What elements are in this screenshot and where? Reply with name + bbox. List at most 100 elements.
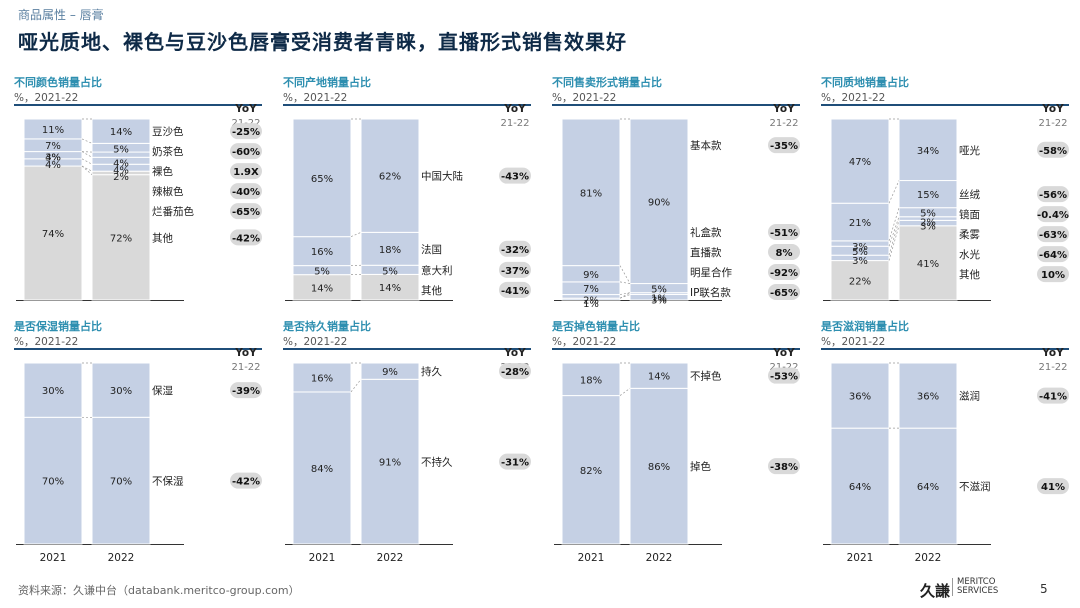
data-label: 14% — [379, 283, 401, 294]
chart-header-rule — [552, 348, 800, 350]
segment-name: 豆沙色 — [152, 125, 184, 138]
yoy-pill: -65% — [768, 284, 800, 300]
yoy-value: -42% — [232, 477, 260, 488]
segment-name: 礼盒款 — [690, 226, 722, 239]
yoy-pill: -38% — [768, 458, 800, 475]
data-label: 65% — [311, 174, 333, 185]
yoy-period: 21-22 — [231, 362, 260, 373]
company-logo: 久謙 — [920, 582, 951, 600]
segment-name: 不滋润 — [959, 480, 991, 493]
data-label: 14% — [311, 283, 333, 294]
chart-header-rule — [821, 348, 1069, 350]
yoy-pill: 1.9X — [230, 163, 262, 180]
yoy-pill: -35% — [768, 137, 800, 154]
yoy-period: 21-22 — [1038, 118, 1067, 129]
yoy-pill-bg — [1037, 266, 1069, 283]
yoy-header: YoY — [1041, 347, 1064, 359]
data-label: 34% — [917, 146, 939, 157]
chart-header-rule — [283, 104, 531, 106]
segment-name: 哑光 — [959, 144, 980, 157]
bar-segment — [91, 118, 151, 144]
yoy-pill: -53% — [768, 367, 800, 384]
segment-name: 掉色 — [690, 460, 711, 473]
data-label: 9% — [382, 367, 398, 378]
yoy-period: 21-22 — [1038, 362, 1067, 373]
bar-segment — [23, 118, 83, 140]
yoy-value: 10% — [1041, 270, 1065, 281]
data-label: 1% — [651, 294, 667, 305]
yoy-value: -56% — [1039, 190, 1067, 201]
yoy-pill-bg — [768, 367, 800, 384]
yoy-pill-bg — [499, 363, 531, 380]
data-label: 22% — [849, 276, 871, 287]
yoy-value: -65% — [770, 288, 798, 299]
yoy-pill: -41% — [499, 281, 531, 298]
yoy-pill: -43% — [499, 167, 531, 184]
segment-name: 其他 — [421, 284, 442, 297]
data-label: 30% — [42, 386, 64, 397]
category-label: 2022 — [915, 552, 942, 564]
yoy-value: -37% — [501, 266, 529, 277]
chart-title: 不同颜色销量占比 — [14, 76, 102, 89]
segment-name: 丝绒 — [959, 188, 980, 201]
segment-name: 柔雾 — [959, 229, 980, 241]
breadcrumb: 商品属性 – 唇膏 — [18, 8, 104, 22]
yoy-value: -63% — [1039, 230, 1067, 241]
data-label: 4% — [113, 165, 129, 176]
yoy-pill-bg — [768, 264, 800, 280]
connector-line — [888, 207, 900, 241]
company-logo-text: MERITCO SERVICES — [952, 578, 998, 596]
data-label: 14% — [110, 127, 132, 138]
data-label: 74% — [42, 229, 64, 240]
segment-name: 不持久 — [421, 456, 453, 469]
yoy-pill-bg — [230, 229, 262, 246]
data-label: 2% — [583, 296, 599, 307]
chart-title: 是否保湿销量占比 — [14, 320, 102, 333]
bar-segment — [898, 118, 958, 182]
yoy-pill-bg — [499, 240, 531, 257]
yoy-pill: -39% — [230, 382, 262, 399]
segment-name: 其他 — [959, 268, 980, 281]
chart-unit: %，2021-22 — [552, 336, 617, 348]
yoy-pill-bg — [768, 244, 800, 260]
connector-line — [619, 292, 631, 295]
segment-name: 奶茶色 — [152, 145, 184, 158]
data-label: 91% — [379, 458, 401, 469]
page-title: 哑光质地、裸色与豆沙色唇膏受消费者青睐，直播形式销售效果好 — [18, 30, 627, 54]
data-label: 81% — [580, 188, 602, 199]
yoy-value: -64% — [1039, 250, 1067, 261]
bar-segment — [23, 362, 83, 418]
data-label: 64% — [917, 482, 939, 493]
data-label: 5% — [382, 266, 398, 277]
yoy-pill-bg — [499, 281, 531, 298]
yoy-pill: -37% — [499, 261, 531, 278]
data-label: 3% — [45, 153, 61, 164]
data-label: 3% — [651, 296, 667, 307]
yoy-value: -39% — [232, 386, 260, 397]
category-label: 2021 — [40, 552, 67, 564]
yoy-value: -25% — [232, 127, 260, 138]
data-label: 16% — [311, 373, 333, 384]
segment-name: 中国大陆 — [421, 170, 463, 183]
yoy-value: -58% — [1039, 146, 1067, 157]
connector-line — [350, 379, 362, 393]
yoy-pill: -58% — [1037, 141, 1069, 158]
yoy-value: -40% — [232, 187, 260, 198]
yoy-value: -51% — [770, 228, 798, 239]
data-label: 3% — [920, 221, 936, 232]
connector-line — [81, 138, 93, 144]
bar-segment — [629, 362, 689, 389]
connector-line — [619, 292, 631, 299]
bar-segment — [292, 274, 352, 301]
data-label: 82% — [580, 466, 602, 477]
segment-name: 持久 — [421, 365, 442, 378]
yoy-pill-bg — [768, 137, 800, 154]
chart-unit: %，2021-22 — [821, 92, 886, 104]
data-label: 5% — [920, 209, 936, 220]
yoy-pill-bg — [768, 458, 800, 475]
yoy-pill: -32% — [499, 240, 531, 257]
bar-segment — [360, 362, 420, 380]
yoy-pill-bg — [230, 203, 262, 220]
data-label: 72% — [110, 233, 132, 244]
data-label: 2% — [113, 172, 129, 183]
